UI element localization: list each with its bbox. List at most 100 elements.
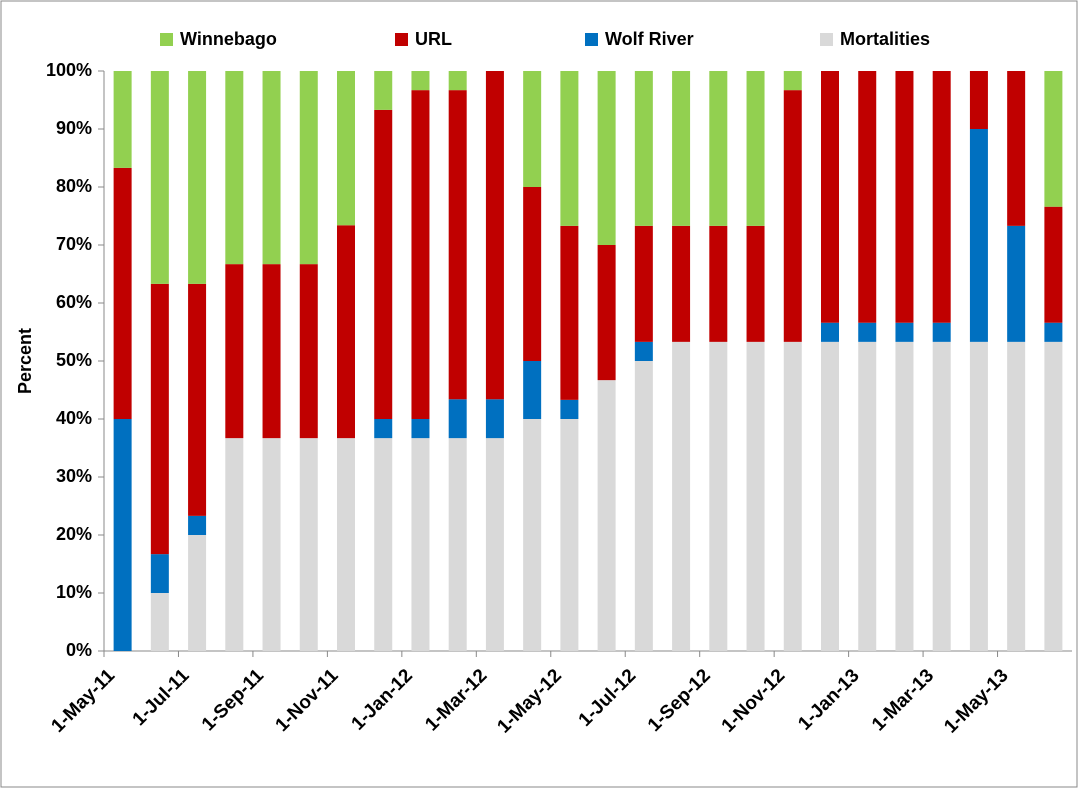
bar-segment [374,71,393,110]
bar-segment [895,341,914,651]
bar-segment [672,225,691,342]
bar-segment [337,71,355,226]
bar-segment [597,245,616,381]
legend-swatch [820,33,833,46]
bar-segment [113,71,132,168]
bar-segment [560,399,579,419]
bar-segment [337,438,355,651]
bar-segment [672,341,691,651]
bar-segment [560,71,579,226]
bar-segment [374,438,393,651]
bar-segment [783,341,802,651]
bar-segment [1044,206,1063,323]
y-tick-label: 30% [56,466,92,486]
bar-segment [1007,225,1026,342]
bar-segment [188,283,207,516]
bar-segment [746,341,765,651]
legend-swatch [160,33,173,46]
bar-segment [858,71,877,323]
bar-segment [411,90,430,419]
bar-segment [821,341,839,651]
y-tick-label: 40% [56,408,92,428]
bar-segment [560,225,579,400]
bar-segment [523,361,542,419]
bar-segment [895,71,914,323]
bar-segment [821,322,839,342]
bar-segment [448,438,467,651]
bar-segment [485,438,504,651]
bar-segment [225,264,244,439]
bar-segment [932,322,951,342]
bar-segment [746,225,765,342]
bar-segment [150,283,169,555]
bar-segment [783,71,802,91]
bar-segment [150,71,169,284]
bar-segment [1044,341,1063,651]
bar-segment [1044,322,1063,342]
bar-segment [188,515,207,535]
y-axis-label: Percent [15,328,35,394]
bar-segment [634,341,653,361]
bar-segment [969,129,988,342]
bar-segment [188,71,207,284]
bar-segment [895,322,914,342]
legend-label: Winnebago [180,29,277,49]
bar-segment [1007,341,1026,651]
bar-segment [523,71,542,187]
bar-segment [746,71,765,226]
y-tick-label: 90% [56,118,92,138]
bar-segment [337,225,355,439]
bar-segment [299,438,318,651]
bar-segment [448,399,467,439]
bar-segment [709,71,728,226]
y-tick-label: 60% [56,292,92,312]
bar-segment [411,71,430,91]
bar-segment [262,264,281,439]
y-tick-label: 100% [46,60,92,80]
bar-segment [597,71,616,245]
bar-segment [858,341,877,651]
bar-segment [262,71,281,265]
bar-segment [709,225,728,342]
bar-segment [188,535,207,651]
bar-segment [672,71,691,226]
bar-segment [262,438,281,651]
bar-segment [932,341,951,651]
bar-segment [448,71,467,91]
bar-segment [560,419,579,651]
bar-segment [1044,71,1063,207]
bar-segment [821,71,839,323]
bar-segment [448,90,467,400]
bar-segment [969,341,988,651]
y-tick-label: 10% [56,582,92,602]
y-tick-label: 20% [56,524,92,544]
bar-segment [374,419,393,439]
bar-segment [150,554,169,593]
bar-segment [709,341,728,651]
legend-swatch [585,33,598,46]
legend-label: Mortalities [840,29,930,49]
legend-label: Wolf River [605,29,694,49]
y-tick-label: 70% [56,234,92,254]
bar-segment [523,187,542,361]
bar-segment [634,71,653,226]
bar-segment [113,167,132,419]
bar-segment [299,71,318,265]
bar-segment [411,438,430,651]
bar-segment [783,90,802,342]
legend-swatch [395,33,408,46]
y-tick-label: 80% [56,176,92,196]
y-tick-label: 50% [56,350,92,370]
bar-segment [523,419,542,651]
y-tick-label: 0% [66,640,92,660]
bar-segment [858,322,877,342]
bar-segment [932,71,951,323]
bar-segment [634,225,653,342]
bar-segment [374,109,393,420]
bar-segment [150,593,169,651]
bar-segment [113,419,132,651]
bar-segment [485,71,504,400]
bar-segment [1007,71,1026,226]
bar-segment [225,438,244,651]
